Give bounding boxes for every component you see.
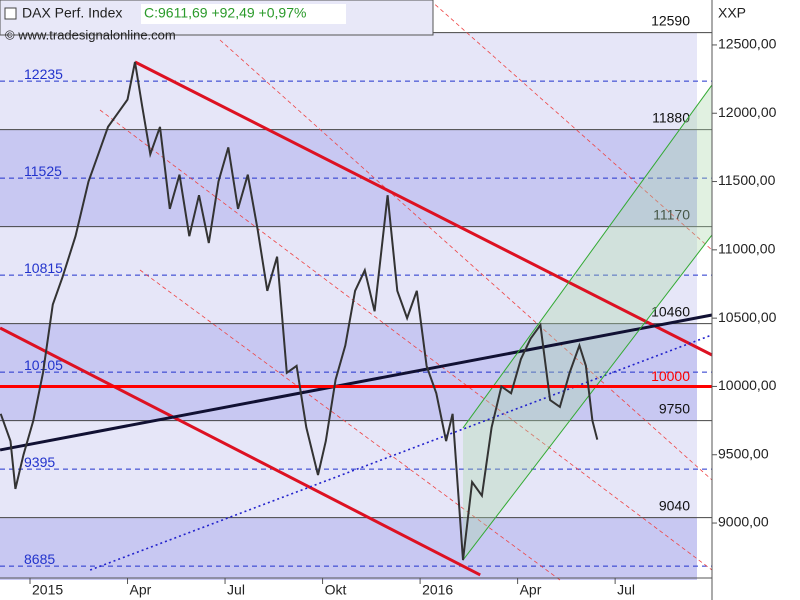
trendline	[134, 60, 713, 357]
dashed-channel	[219, 39, 713, 481]
key-level-label: 10000	[651, 368, 690, 384]
x-tick-label: Jul	[227, 582, 245, 598]
plot: 10000	[0, 60, 713, 577]
x-tick-label: Jul	[617, 582, 635, 598]
mid-level-label: 9395	[24, 454, 55, 470]
title: DAX Perf. Index	[22, 5, 122, 21]
trendline	[462, 234, 713, 561]
quote-box	[141, 4, 346, 24]
checkbox[interactable]	[4, 7, 17, 20]
y-tick-label: 10000,00	[718, 377, 777, 393]
level-label: 10460	[651, 303, 690, 319]
x-tick-label: 2015	[32, 582, 63, 598]
bands: 1259011880111701046097509040122351152510…	[0, 12, 712, 580]
y-tick-label: 11000,00	[718, 241, 776, 257]
trendline	[0, 313, 713, 452]
channel-fill	[462, 84, 712, 561]
y-tick-label: 9000,00	[718, 514, 769, 530]
level-label: 9040	[659, 497, 690, 513]
dashed-channel	[139, 269, 561, 581]
level-label: 11880	[652, 109, 690, 125]
price-line	[0, 61, 599, 561]
y-tick-label: 12500,00	[718, 36, 777, 52]
level-label: 9750	[659, 400, 690, 416]
trendline	[89, 334, 713, 571]
corner-label: XXP	[718, 5, 746, 21]
level-label: 12590	[651, 12, 690, 28]
x-tick-label: Apr	[130, 582, 152, 598]
mid-level-label: 12235	[24, 66, 63, 82]
mid-level-label: 10815	[24, 260, 63, 276]
y-tick-label: 10500,00	[718, 309, 777, 325]
source: © www.tradesignalonline.com	[5, 27, 176, 42]
x-tick-label: Apr	[520, 582, 542, 598]
level-band	[0, 420, 697, 518]
mid-level-label: 11525	[24, 163, 62, 179]
y-tick-label: 11500,00	[718, 172, 776, 188]
dashed-channel	[99, 109, 713, 571]
trendline	[0, 326, 481, 577]
quote: C:9611,69 +92,49 +0,97%	[144, 5, 306, 21]
mid-level-label: 8685	[24, 551, 55, 567]
x-tick-label: 2016	[422, 582, 453, 598]
y-tick-label: 12000,00	[718, 104, 777, 120]
y-tick-label: 9500,00	[718, 445, 769, 461]
x-tick-label: Okt	[325, 582, 347, 598]
level-band	[0, 32, 697, 130]
channel-lines	[99, 0, 713, 581]
level-band	[0, 517, 697, 580]
trendline	[462, 84, 713, 429]
